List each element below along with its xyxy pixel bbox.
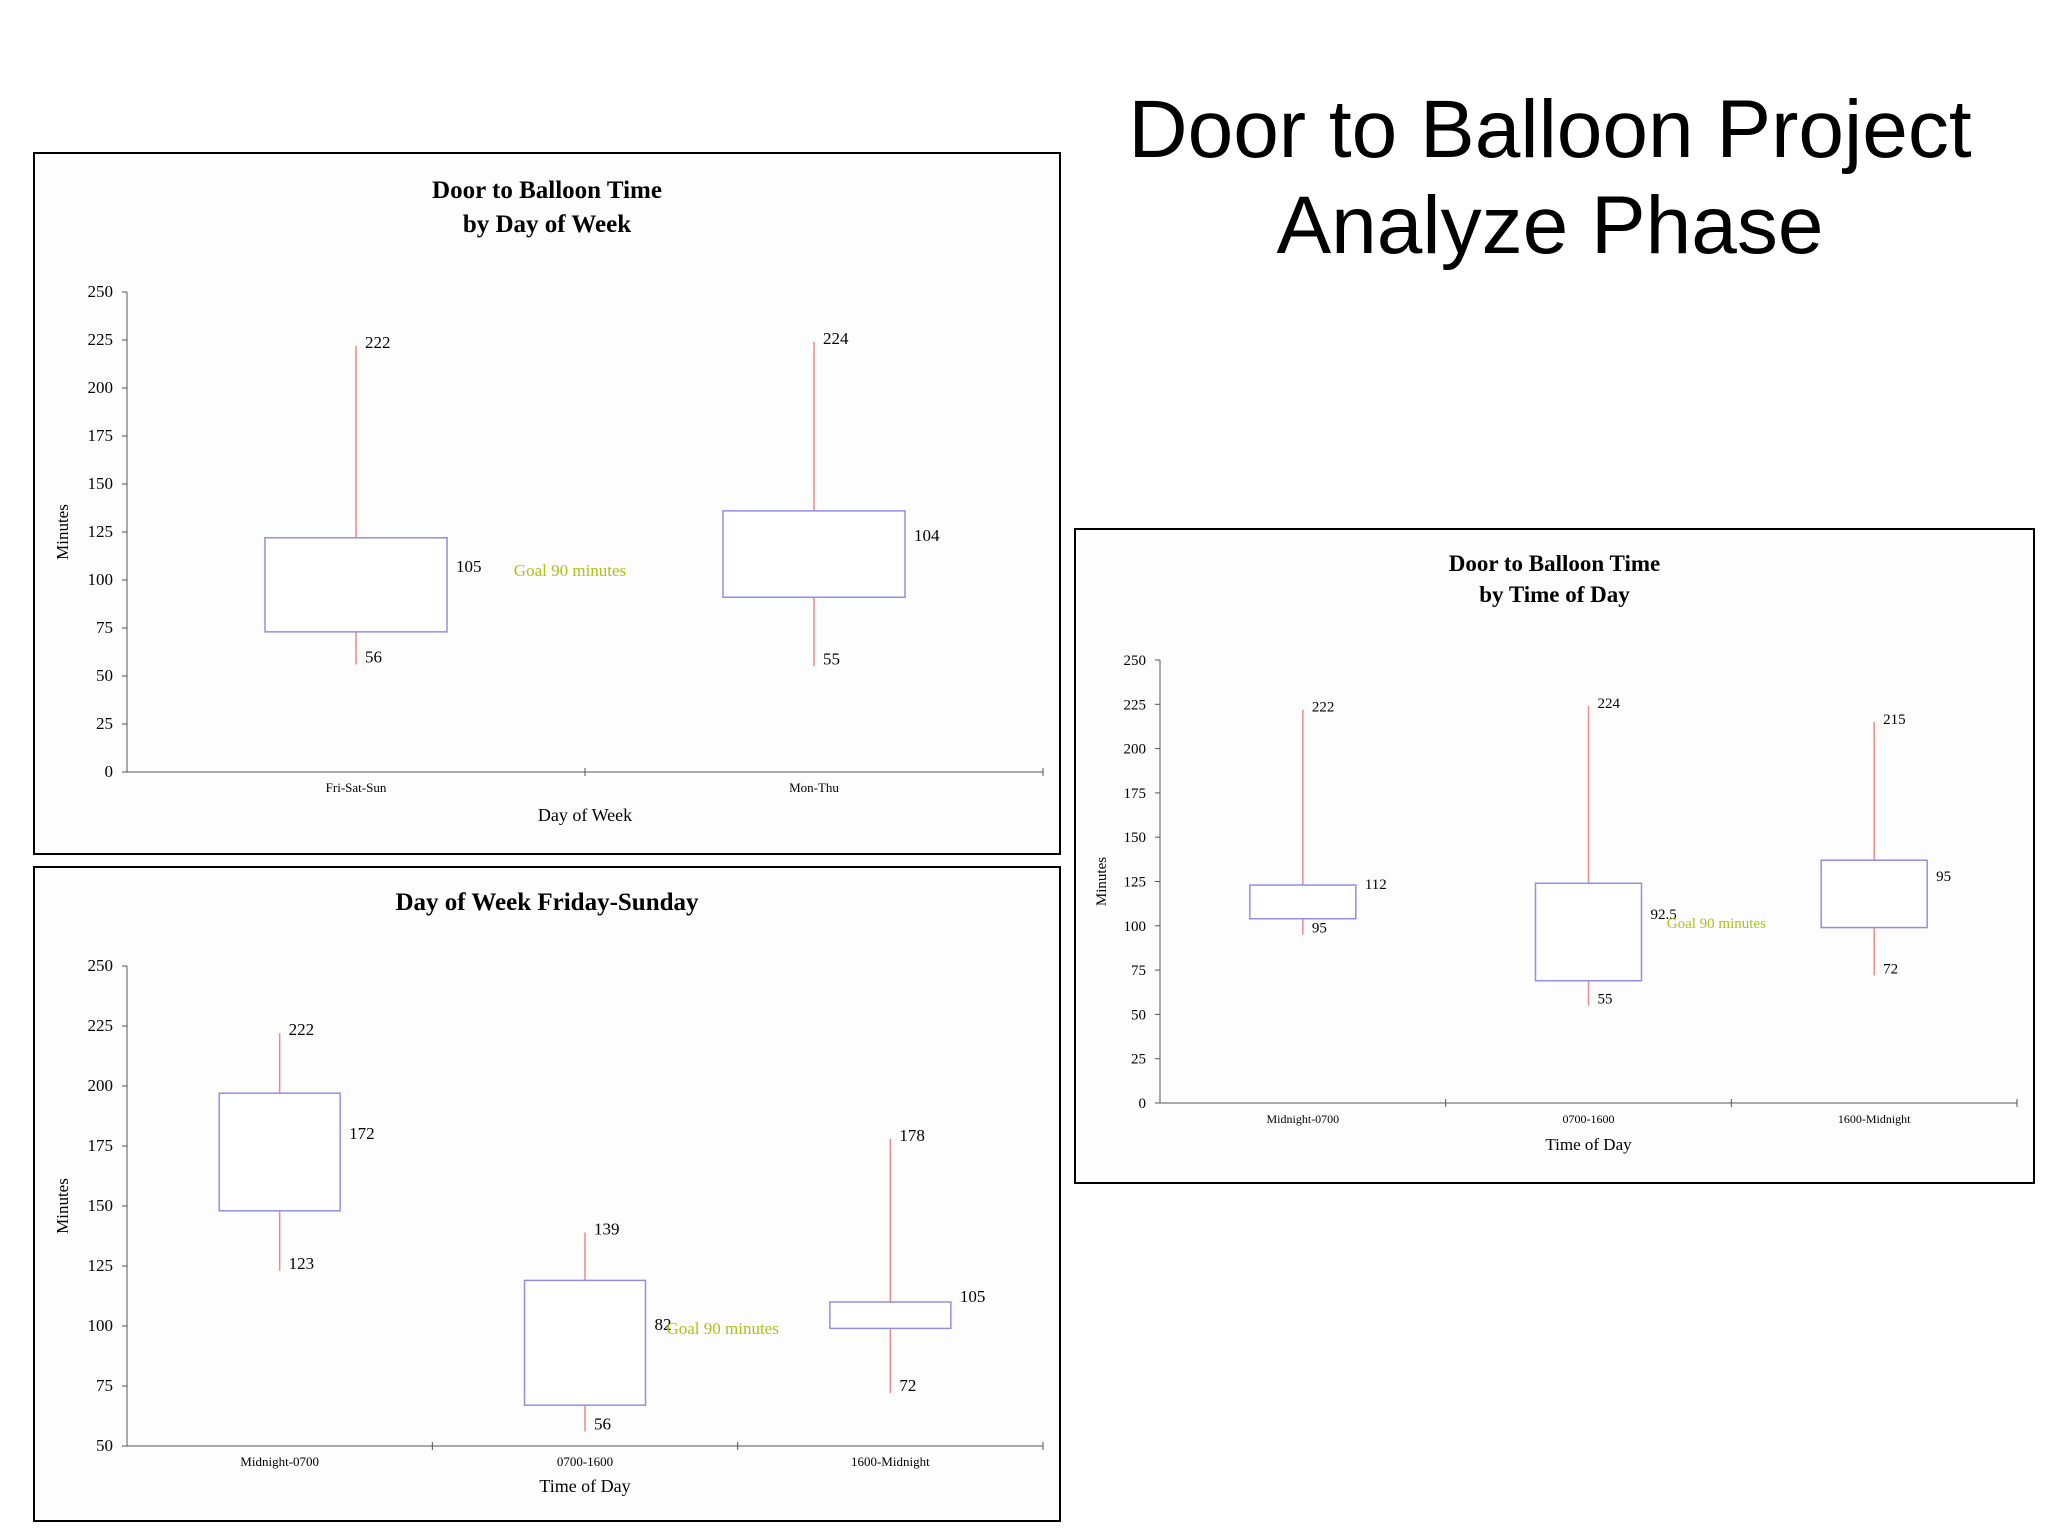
min-label: 56 [365,647,382,666]
y-tick-label: 25 [1131,1052,1146,1068]
category-label: Midnight-0700 [1266,1112,1339,1126]
chart-title: Door to Balloon Time by Time of Day [1076,548,2033,610]
box [264,537,448,633]
min-label: 56 [594,1415,611,1434]
category-label: 1600-Midnight [851,1454,930,1469]
box [722,510,906,599]
max-label: 139 [594,1219,620,1238]
y-tick-label: 250 [88,282,114,301]
y-tick-label: 200 [1124,742,1147,758]
y-tick-label: 175 [88,1136,114,1155]
boxplot-chart-fri-sun-time-of-day: 50 75 100 125 150 175 200 225 250 Time of Day Minu… [53,956,1044,1496]
x-axis-label: Time of Day [1545,1135,1632,1154]
category-label: 0700-1600 [557,1454,613,1469]
chart-title-line2: by Day of Week [462,211,632,238]
boxplot-chart-time-of-day: 0 25 50 75 100 125 150 175 200 225 250 Time of Day M… [1094,653,2018,1154]
y-tick-label: 0 [105,762,114,781]
y-tick-label: 150 [88,1196,114,1215]
min-label: 123 [289,1254,315,1273]
min-label: 95 [1312,921,1327,937]
y-tick-label: 175 [1124,786,1147,802]
y-tick-label: 150 [88,474,114,493]
max-label: 224 [823,329,849,348]
max-label: 215 [1883,712,1906,728]
y-tick-label: 75 [96,1376,113,1395]
chart-panel-time-of-day: Door to Balloon Time by Time of Day 0 25 5… [1074,528,2035,1184]
y-tick-label: 0 [1139,1096,1147,1112]
max-label: 222 [365,333,391,352]
x-axis-label: Time of Day [539,1476,630,1496]
median-label: 112 [1365,877,1387,893]
y-axis-label: Minutes [1094,857,1110,906]
chart-title: Door to Balloon Time by Day of Week [35,174,1059,242]
y-tick-label: 75 [96,618,113,637]
chart-panel-fri-sun-time-of-day: Day of Week Friday-Sunday 50 75 100 125 150 1… [33,866,1061,1522]
y-tick-label: 225 [88,330,114,349]
chart-title-line1: Door to Balloon Time [432,177,662,204]
y-tick-label: 225 [88,1016,114,1035]
y-tick-label: 150 [1124,830,1147,846]
category-label: 1600-Midnight [1838,1112,1911,1126]
chart-title: Day of Week Friday-Sunday [35,886,1059,920]
median-label: 95 [1936,869,1951,885]
slide-title-line2: Analyze Phase [1276,180,1824,271]
y-tick-label: 125 [88,1256,114,1275]
median-label: 82 [655,1315,672,1334]
slide-title: Door to Balloon Project Analyze Phase [1080,82,2020,274]
x-axis-label: Day of Week [538,805,632,825]
category-label: Fri-Sat-Sun [326,780,387,795]
min-label: 72 [1883,961,1898,977]
y-tick-label: 200 [88,378,114,397]
y-tick-label: 200 [88,1076,114,1095]
box [1534,882,1643,982]
y-axis-label: Minutes [53,1178,72,1234]
y-tick-label: 25 [96,714,113,733]
y-tick-label: 100 [88,570,114,589]
goal-label: Goal 90 minutes [666,1319,778,1338]
box [829,1301,952,1330]
goal-label: Goal 90 minutes [1667,916,1766,932]
min-label: 72 [899,1376,916,1395]
max-label: 222 [1312,700,1334,716]
chart-panel-day-of-week: Door to Balloon Time by Day of Week 0 25 5… [33,152,1061,855]
median-label: 105 [960,1287,986,1306]
y-tick-label: 100 [88,1316,114,1335]
max-label: 224 [1598,696,1621,712]
min-label: 55 [823,649,840,668]
y-tick-label: 50 [96,1436,113,1455]
y-tick-label: 100 [1124,919,1147,935]
y-tick-label: 250 [88,956,114,975]
y-axis-label: Minutes [53,504,72,560]
y-tick-label: 250 [1124,653,1147,669]
goal-label: Goal 90 minutes [514,561,626,580]
y-tick-label: 75 [1131,963,1146,979]
max-label: 178 [899,1126,925,1145]
median-label: 172 [349,1124,375,1143]
min-label: 55 [1598,992,1613,1008]
y-tick-label: 125 [88,522,114,541]
y-tick-label: 50 [1131,1007,1146,1023]
chart-title-line1: Day of Week Friday-Sunday [395,889,699,916]
category-label: Midnight-0700 [240,1454,319,1469]
slide-title-line1: Door to Balloon Project [1128,84,1972,175]
y-tick-label: 50 [96,666,113,685]
y-tick-label: 175 [88,426,114,445]
y-tick-label: 225 [1124,697,1147,713]
box [218,1092,341,1212]
category-label: 0700-1600 [1563,1112,1615,1126]
y-tick-label: 125 [1124,875,1147,891]
box [1820,859,1928,929]
chart-title-line1: Door to Balloon Time [1448,551,1661,576]
max-label: 222 [289,1020,315,1039]
category-label: Mon-Thu [789,780,839,795]
boxplot-chart-day-of-week: 0 25 50 75 100 125 150 175 200 225 250 Day of Week M… [53,282,1044,825]
median-label: 104 [914,526,940,545]
box [523,1279,647,1406]
chart-title-line2: by Time of Day [1479,582,1630,607]
median-label: 105 [456,557,482,576]
median-label: 92.5 [1651,907,1677,923]
box [1249,884,1357,920]
